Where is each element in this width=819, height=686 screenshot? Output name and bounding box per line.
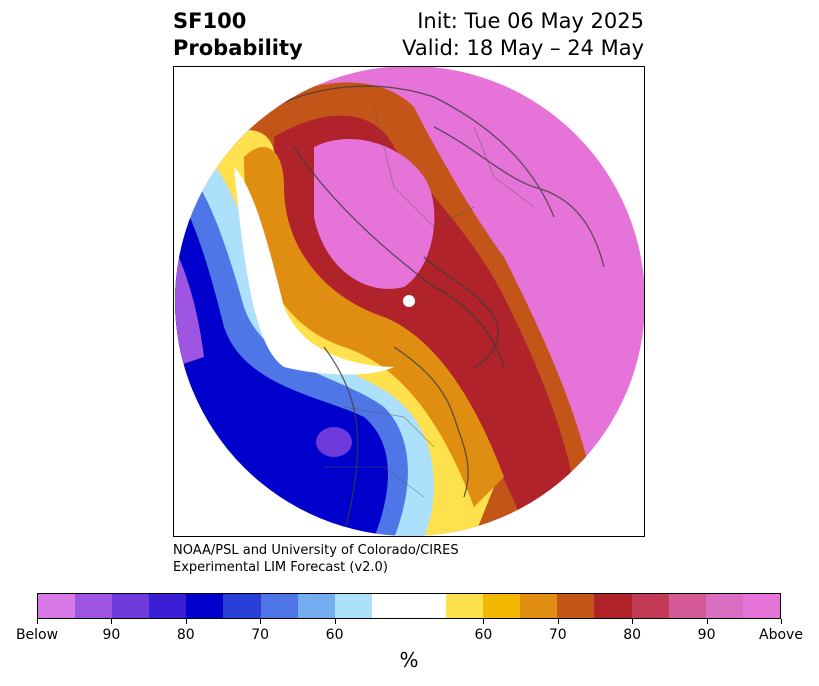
pole-marker: [403, 295, 415, 307]
borders: [324, 106, 535, 498]
colorbar-tick-mark: [37, 619, 38, 624]
map-dates: Init: Tue 06 May 2025 Valid: 18 May – 24…: [402, 8, 644, 62]
colorbar-tick-mark: [111, 619, 113, 624]
colorbar-segment: [38, 594, 76, 618]
valid-dates: Valid: 18 May – 24 May: [402, 36, 644, 60]
title-type: Probability: [173, 36, 303, 60]
colorbar-tick-label: Above: [759, 627, 803, 643]
colorbar-tick-mark: [185, 619, 187, 624]
colorbar-unit: %: [399, 648, 419, 672]
colorbar-segment: [668, 594, 706, 618]
init-date: Init: Tue 06 May 2025: [417, 9, 644, 33]
colorbar-tick-mark: [483, 619, 485, 624]
credit-line-1: NOAA/PSL and University of Colorado/CIRE…: [173, 543, 459, 558]
colorbar-tick-mark: [632, 619, 634, 624]
colorbar-segment: [446, 594, 484, 618]
colorbar-tick-mark: [781, 619, 782, 624]
colorbar-segment: [742, 594, 780, 618]
colorbar-segment: [557, 594, 595, 618]
field-cool-core: [175, 247, 204, 367]
colorbar-segment: [297, 594, 335, 618]
colorbar-segment: [408, 594, 447, 618]
colorbar-tick-label: 80: [176, 627, 195, 643]
colorbar-segment: [520, 594, 558, 618]
colorbar-segment: [705, 594, 743, 618]
colorbar-segment: [149, 594, 187, 618]
map-title: SF100 Probability: [173, 8, 303, 62]
colorbar-tick-mark: [706, 619, 708, 624]
colorbar-segment: [334, 594, 372, 618]
colorbar-segment: [75, 594, 113, 618]
colorbar-segment: [186, 594, 224, 618]
polar-map: [173, 66, 645, 537]
colorbar-tick-label: 70: [548, 627, 567, 643]
colorbar-tick-label: 60: [325, 627, 344, 643]
colorbar-tick-label: 70: [251, 627, 270, 643]
probability-map-graphic: [175, 67, 644, 536]
field-orange-band: [244, 147, 504, 507]
colorbar-segment: [112, 594, 150, 618]
colorbar-tick-label: 90: [102, 627, 121, 643]
credit-text: NOAA/PSL and University of Colorado/CIRE…: [173, 542, 459, 576]
colorbar-segment: [260, 594, 298, 618]
colorbar-tick-mark: [557, 619, 559, 624]
colorbar-segment: [371, 594, 409, 618]
colorbar-tick-mark: [260, 619, 262, 624]
colorbar-tick-label: 90: [697, 627, 716, 643]
colorbar-tick-label: 80: [623, 627, 642, 643]
colorbar-tick-label: Below: [15, 627, 59, 643]
colorbar-tick-label: 60: [474, 627, 493, 643]
colorbar-segment: [631, 594, 669, 618]
title-variable: SF100: [173, 9, 247, 33]
colorbar-segment: [223, 594, 261, 618]
colorbar: [37, 593, 781, 619]
field-warm-core: [314, 138, 435, 289]
colorbar-tick-mark: [334, 619, 336, 624]
colorbar-segment: [483, 594, 521, 618]
field-cool-pocket: [316, 427, 352, 457]
credit-line-2: Experimental LIM Forecast (v2.0): [173, 560, 388, 575]
field-neutral: [234, 167, 394, 375]
colorbar-segment: [594, 594, 632, 618]
